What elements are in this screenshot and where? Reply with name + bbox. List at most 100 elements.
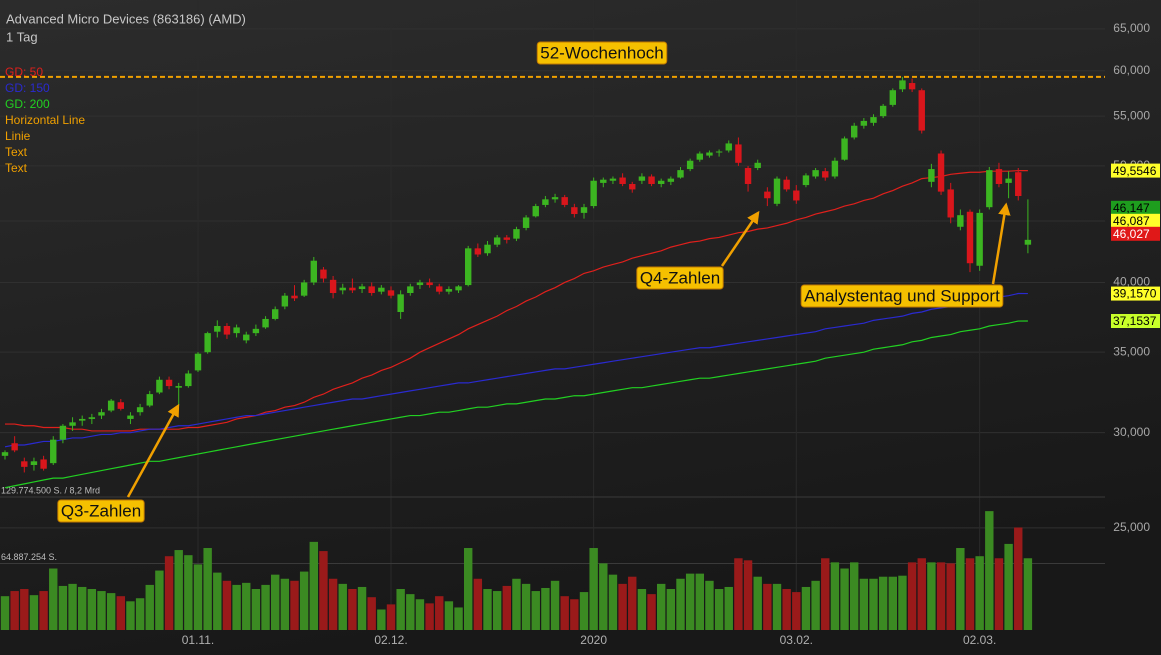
volume-bar: [560, 596, 569, 630]
annotation-arrow: [991, 202, 1011, 285]
chart-subtitle: 1 Tag: [6, 29, 38, 44]
volume-bar: [29, 595, 39, 630]
volume-bar: [714, 589, 724, 630]
volume-bar: [222, 580, 232, 630]
volume-bar: [647, 594, 656, 630]
price-label: 46,087: [1113, 214, 1150, 228]
candle-body: [233, 327, 240, 334]
volume-bar: [830, 562, 840, 630]
candle-body: [947, 189, 954, 218]
volume-bar: [193, 564, 203, 630]
candle-body: [455, 286, 462, 291]
x-tick-label: 01.11.: [182, 633, 214, 647]
candle-body: [493, 237, 501, 245]
volume-bar: [454, 607, 463, 630]
volume-bar: [724, 586, 733, 630]
candle-body: [590, 180, 597, 207]
candle-body: [735, 144, 742, 163]
candle-body: [69, 422, 76, 426]
candle-body: [30, 461, 38, 465]
candle-body: [262, 318, 269, 328]
candle-body: [136, 407, 144, 413]
volume-bar: [994, 558, 1004, 630]
volume-bar: [975, 556, 984, 630]
volume-bar: [898, 575, 907, 630]
volume-bar: [116, 596, 125, 630]
volume-panel: 64.887.254 S. 129.774.500 S. / 8,2 Mrd: [0, 485, 1105, 630]
candle-body: [571, 207, 578, 215]
candle-body: [252, 328, 260, 334]
candle-body: [561, 197, 568, 205]
volume-bar: [840, 568, 849, 630]
volume-bar: [628, 576, 637, 630]
candle-body: [513, 229, 520, 239]
volume-bar: [618, 583, 627, 630]
volume-bar: [68, 583, 77, 630]
candle-body: [1005, 178, 1012, 183]
volume-bar: [135, 598, 145, 630]
candle-body: [165, 379, 173, 387]
legend-entry: GD: 50: [5, 65, 43, 79]
grid: 25,00030,00035,00040,00045,00050,00055,0…: [0, 0, 1150, 647]
candle-body: [764, 191, 771, 199]
candle-body: [696, 153, 703, 160]
volume-bar: [492, 591, 502, 630]
volume-bar: [811, 580, 820, 630]
candle-body: [532, 206, 539, 217]
price-label: 37,1537: [1113, 314, 1157, 328]
candle-body: [976, 212, 983, 266]
candle-body: [185, 373, 192, 387]
candle-body: [50, 439, 57, 464]
volume-bar: [589, 548, 598, 630]
volume-bar: [328, 578, 338, 630]
legend-entry: Text: [5, 145, 28, 159]
candle-body: [870, 117, 877, 123]
annotation-arrow: [126, 403, 180, 498]
legend-entry: Horizontal Line: [5, 113, 85, 127]
candle-body: [79, 418, 86, 421]
candle-body: [40, 459, 47, 469]
candle-body: [841, 138, 848, 160]
price-label-box: [1111, 286, 1160, 301]
candle-body: [484, 244, 491, 254]
volume-bar: [271, 574, 280, 630]
y-tick-label: 65,000: [1113, 21, 1150, 35]
candle-body: [908, 83, 916, 90]
ma-line: [4, 292, 1028, 448]
volume-bar: [734, 558, 743, 630]
annotation-box: [636, 266, 724, 290]
volume-bar: [232, 584, 241, 630]
price-label-box: [1111, 163, 1160, 178]
volume-bar: [956, 548, 965, 630]
volume-bar: [435, 596, 444, 630]
legend-entry: Linie: [5, 129, 31, 143]
candle-body: [1024, 239, 1032, 245]
candle-body: [783, 179, 790, 190]
volume-bar: [888, 576, 897, 630]
candle-body: [465, 248, 472, 286]
volume-bar: [531, 591, 540, 630]
candle-body: [793, 190, 800, 201]
volume-bar: [425, 603, 434, 630]
candle-body: [899, 80, 906, 90]
volume-bar: [406, 594, 415, 630]
price-label: 46,027: [1113, 227, 1150, 241]
volume-bar: [570, 599, 579, 630]
candle-body: [194, 353, 202, 371]
candle-body: [725, 143, 732, 151]
annotation-arrow: [720, 210, 760, 267]
candle-body: [127, 415, 134, 419]
volume-bar: [850, 562, 859, 630]
candle-body: [609, 178, 617, 181]
y-tick-label: 25,000: [1113, 520, 1150, 534]
volume-bar: [946, 563, 955, 630]
volume-bar: [599, 563, 608, 630]
price-label-box: [1111, 226, 1160, 241]
volume-bar: [184, 555, 193, 630]
ma-line: [4, 320, 1028, 489]
candle-body: [667, 178, 675, 182]
volume-bar: [299, 571, 309, 630]
candle-body: [677, 170, 684, 178]
overlays: 52-Wochenhoch Q3-Zahlen Q4-Zahlen Analysten…: [5, 41, 1160, 523]
